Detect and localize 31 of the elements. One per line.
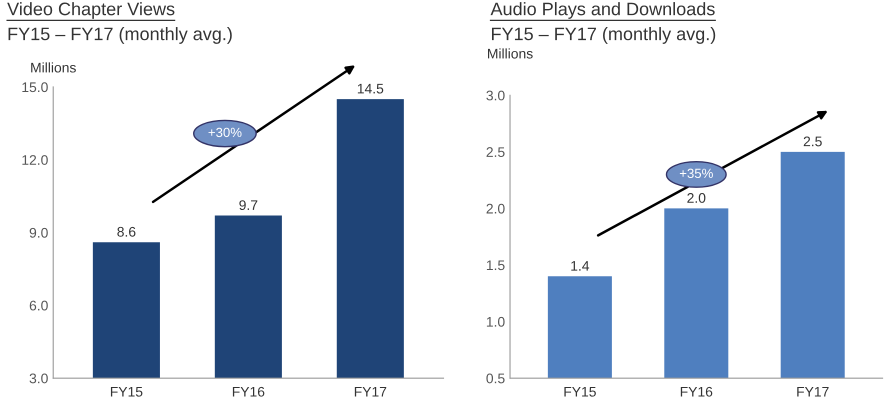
data-label: 9.7 xyxy=(239,200,258,210)
y-tick-label: 15.0 xyxy=(22,82,48,92)
y-tick-label: 9.0 xyxy=(30,228,48,238)
x-tick-label: FY16 xyxy=(680,386,712,397)
y-tick-label: 0.5 xyxy=(486,373,505,384)
annotation: +35% xyxy=(680,168,713,178)
x-tick-label: FY15 xyxy=(110,386,142,397)
annotation: +30% xyxy=(208,128,242,138)
data-label: 2.5 xyxy=(804,136,822,146)
y-tick-label: 1.5 xyxy=(486,260,505,270)
y-tick-label: 12.0 xyxy=(22,155,48,165)
y-tick-label: 1.0 xyxy=(486,316,505,327)
chart-title: Audio Plays and Downloads xyxy=(490,2,715,19)
chart-subtitle: FY15 – FY17 (monthly avg.) xyxy=(8,27,232,44)
y-axis-title: Millions xyxy=(31,62,76,73)
data-label: 2.0 xyxy=(687,193,706,203)
x-tick-label: FY17 xyxy=(354,386,386,397)
y-tick-label: 2.5 xyxy=(486,147,505,158)
y-tick-label: 3.0 xyxy=(30,373,48,384)
y-tick-label: 6.0 xyxy=(30,300,48,311)
chart-subtitle: FY15 – FY17 (monthly avg.) xyxy=(492,27,716,44)
data-label: 8.6 xyxy=(117,226,136,237)
x-tick-label: FY16 xyxy=(232,386,264,397)
y-tick-label: 2.0 xyxy=(486,204,505,214)
x-tick-label: FY15 xyxy=(564,386,596,397)
data-label: 14.5 xyxy=(358,84,384,94)
y-tick-label: 3.0 xyxy=(486,90,505,100)
x-tick-label: FY17 xyxy=(797,386,829,397)
chart-title: Video Chapter Views xyxy=(7,2,174,19)
data-label: 1.4 xyxy=(571,261,590,271)
y-axis-title: Millions xyxy=(488,48,533,59)
